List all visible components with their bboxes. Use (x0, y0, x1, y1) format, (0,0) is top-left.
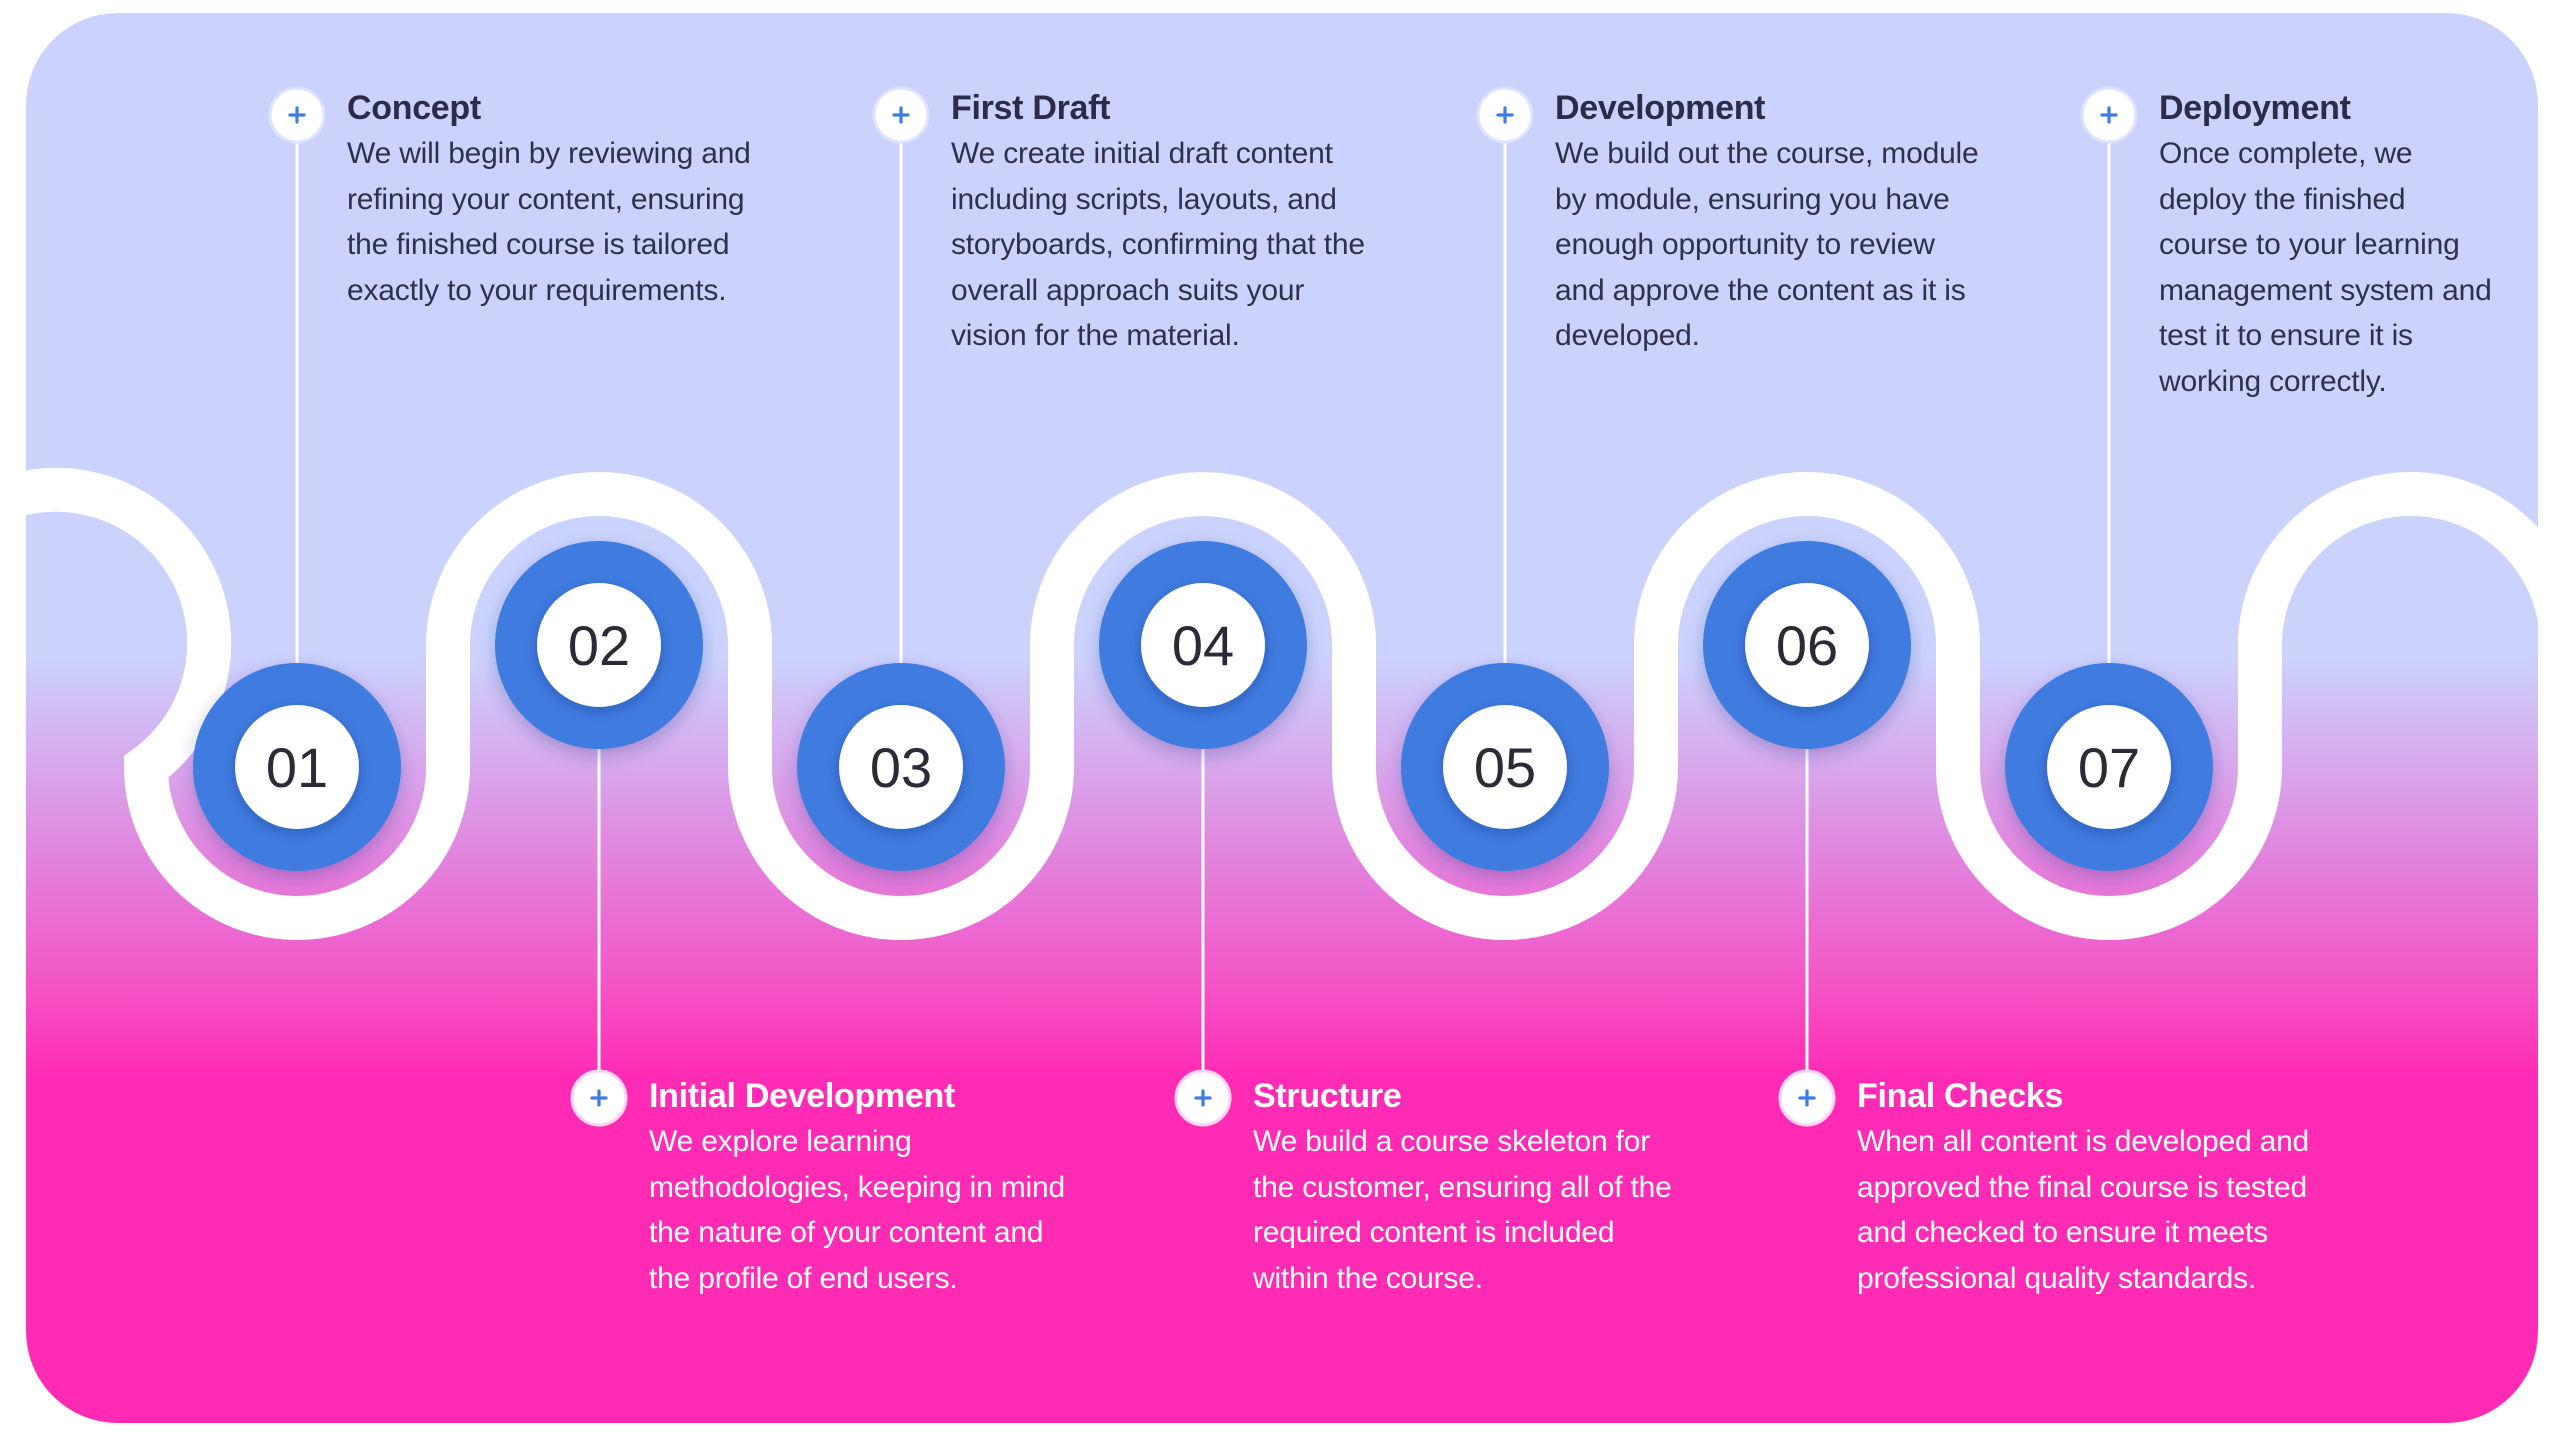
step-description-line: the customer, ensuring all of the (1253, 1170, 1672, 1204)
step-description-line: approved the final course is tested (1857, 1170, 2307, 1204)
step-description-line: When all content is developed and (1857, 1125, 2310, 1158)
step-node-03: 03 (797, 663, 1005, 871)
step-06-text: Final Checks When all content is develope… (1857, 1073, 2317, 1301)
step-01-text: Concept We will begin by reviewing and ref… (347, 85, 807, 313)
step-title: Development (1555, 89, 1766, 127)
step-description-line: We explore learning (649, 1125, 912, 1158)
step-node-04: 04 (1099, 541, 1307, 749)
step-description-line: the nature of your content and (649, 1216, 1044, 1250)
step-description-line: the profile of end users. (649, 1261, 958, 1295)
step-description-line: Once complete, we (2159, 137, 2413, 170)
plus-icon (872, 86, 930, 144)
step-description-line: test it to ensure it is (2159, 319, 2413, 353)
step-description-line: required content is included (1253, 1216, 1615, 1250)
step-description-line: methodologies, keeping in mind (649, 1170, 1065, 1204)
plus-icon (570, 1069, 628, 1127)
step-description-line: We will begin by reviewing and (347, 137, 751, 170)
step-description-line: professional quality standards. (1857, 1261, 2257, 1295)
step-description-line: developed. (1555, 319, 1700, 353)
step-node-02: 02 (495, 541, 703, 749)
step-description-line: and approve the content as it is (1555, 273, 1966, 307)
step-description-line: by module, ensuring you have (1555, 182, 1950, 216)
step-description-line: exactly to your requirements. (347, 273, 727, 307)
step-03-text: First Draft We create initial draft conte… (951, 85, 1411, 359)
plus-icon (268, 86, 326, 144)
step-description-line: the finished course is tailored (347, 228, 730, 262)
step-node-01: 01 (193, 663, 401, 871)
step-number: 03 (870, 736, 932, 799)
step-node-07: 07 (2005, 663, 2213, 871)
step-description-line: course to your learning (2159, 228, 2460, 262)
step-description-line: within the course. (1253, 1261, 1483, 1295)
plus-icon (1778, 1069, 1836, 1127)
step-description-line: We create initial draft content (951, 137, 1333, 170)
plus-icon (2080, 86, 2138, 144)
step-title: Concept (347, 89, 481, 127)
step-title: First Draft (951, 89, 1111, 127)
step-description-line: refining your content, ensuring (347, 182, 745, 216)
step-title: Initial Development (649, 1077, 956, 1115)
step-description-line: including scripts, layouts, and (951, 182, 1337, 216)
step-node-06: 06 (1703, 541, 1911, 749)
step-description-line: vision for the material. (951, 319, 1240, 353)
step-number: 04 (1172, 614, 1234, 677)
step-description-line: working correctly. (2159, 364, 2387, 398)
step-description-line: overall approach suits your (951, 273, 1305, 307)
step-number: 01 (266, 736, 328, 799)
plus-icon (1174, 1069, 1232, 1127)
step-description-line: We build out the course, module (1555, 137, 1979, 170)
timeline-diagram: 01 02 03 04 05 06 07 (26, 13, 2538, 1423)
step-number: 05 (1474, 736, 1536, 799)
step-description-line: and checked to ensure it meets (1857, 1216, 2268, 1250)
step-description-line: We build a course skeleton for (1253, 1125, 1650, 1158)
step-number: 06 (1776, 614, 1838, 677)
step-title: Final Checks (1857, 1077, 2064, 1115)
step-description-line: management system and (2159, 273, 2492, 307)
step-description-line: enough opportunity to review (1555, 228, 1935, 262)
step-05-text: Development We build out the course, modu… (1555, 85, 2015, 359)
step-07-text: Deployment Once complete, we deploy the fi… (2159, 85, 2538, 405)
step-number: 07 (2078, 736, 2140, 799)
step-description-line: storyboards, confirming that the (951, 228, 1365, 262)
step-title: Deployment (2159, 89, 2351, 127)
step-04-text: Structure We build a course skeleton for t… (1253, 1073, 1713, 1301)
step-title: Structure (1253, 1077, 1402, 1115)
wave-path (26, 467, 2538, 940)
step-description-line: deploy the finished (2159, 182, 2406, 216)
step-node-05: 05 (1401, 663, 1609, 871)
timeline-card: 01 02 03 04 05 06 07 Concept We will begin by r… (26, 13, 2538, 1423)
step-number: 02 (568, 614, 630, 677)
plus-icon (1476, 86, 1534, 144)
step-02-text: Initial Development We explore learning me… (649, 1073, 1109, 1301)
